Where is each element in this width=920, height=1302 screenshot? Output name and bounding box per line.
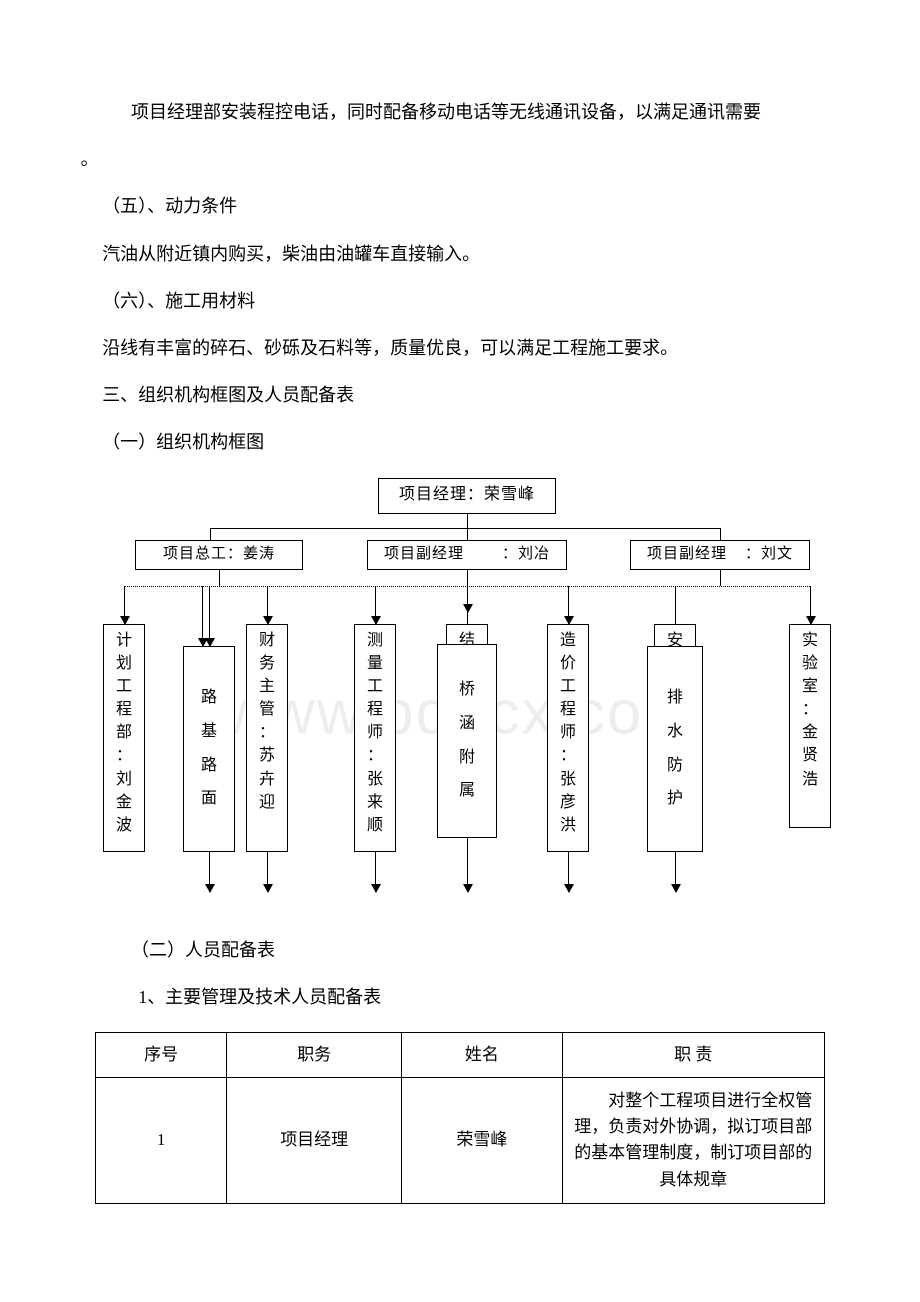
heading-power: （五）、动力条件 <box>102 194 825 219</box>
vlabel: 造价工程师：张彦洪 <box>560 629 576 838</box>
arrow-down-icon <box>202 586 203 646</box>
arrow-down-icon <box>675 852 676 892</box>
vlabel: 实验室：金贤浩 <box>802 629 818 791</box>
subheading-staff-table: 1、主要管理及技术人员配备表 <box>138 985 825 1010</box>
vlabel: 计划工程部：刘金波 <box>116 629 132 838</box>
connector <box>467 528 468 540</box>
heading-materials: （六）、施工用材料 <box>102 289 825 314</box>
arrow-down-icon <box>568 852 569 892</box>
name: ：刘文 <box>745 544 793 565</box>
text: （六）、施工用材料 <box>102 291 255 311</box>
text: （五）、动力条件 <box>102 196 237 216</box>
node-dep-road: 路基路面 <box>183 646 235 852</box>
text: 。 <box>81 149 99 169</box>
arrow-down-icon <box>209 586 210 646</box>
role: 项目副经理 <box>647 544 727 565</box>
vlabel: 财务主管：苏卉迎 <box>259 629 275 815</box>
label: 项目经理：荣雪峰 <box>399 484 535 506</box>
connector <box>219 570 220 586</box>
connector <box>720 528 721 540</box>
arrow-down-icon <box>467 570 468 612</box>
arrow-down-icon <box>568 586 569 624</box>
node-chief: 项目总工：姜涛 <box>135 540 303 570</box>
cell-no: 1 <box>96 1077 227 1203</box>
connector <box>720 570 721 586</box>
connector <box>210 528 211 540</box>
th-duty: 职 责 <box>562 1032 824 1077</box>
org-chart: www.bdocx.com 项目经理：荣雪峰 项目总工：姜涛 项目副经理 ：刘冶… <box>100 478 820 908</box>
heading-org: 三、组织机构框图及人员配备表 <box>102 383 825 408</box>
text: 三、组织机构框图及人员配备表 <box>102 385 354 405</box>
heading-org-chart: （一）组织机构框图 <box>102 430 825 455</box>
role: 项目副经理 <box>384 544 464 565</box>
heading-staff-table: （二）人员配备表 <box>95 938 825 963</box>
vlabel: 排水防护 <box>667 681 683 815</box>
arrow-down-icon <box>124 586 125 624</box>
name: ：刘冶 <box>502 544 550 565</box>
node-dep-survey: 测量工程师：张来顺 <box>354 624 396 852</box>
vlabel: 桥涵附属 <box>459 673 475 807</box>
arrow-down-icon <box>209 852 210 892</box>
text: 1、主要管理及技术人员配备表 <box>138 987 381 1007</box>
text: （二）人员配备表 <box>131 940 275 960</box>
paragraph-communication: 项目经理部安装程控电话，同时配备移动电话等无线通讯设备，以满足通讯需要 <box>95 100 825 125</box>
table-header-row: 序号 职务 姓名 职 责 <box>96 1032 825 1077</box>
arrow-down-icon <box>810 586 811 624</box>
arrow-down-icon <box>375 852 376 892</box>
node-pm: 项目经理：荣雪峰 <box>378 478 556 514</box>
cell-name: 荣雪峰 <box>402 1077 562 1203</box>
arrow-down-icon <box>267 852 268 892</box>
node-dep-plan: 计划工程部：刘金波 <box>103 624 145 852</box>
cell-duty: 对整个工程项目进行全权管理，负责对外协调，拟订项目部的基本管理制度，制订项目部的… <box>562 1077 824 1203</box>
arrow-down-icon <box>375 586 376 624</box>
node-dep-finance: 财务主管：苏卉迎 <box>246 624 288 852</box>
label: 项目总工：姜涛 <box>163 544 275 565</box>
text: 汽油从附近镇内购买，柴油由油罐车直接输入。 <box>102 244 480 264</box>
node-dep-cost: 造价工程师：张彦洪 <box>547 624 589 852</box>
node-dep-bridge: 桥涵附属 <box>437 644 497 838</box>
paragraph-tail: 。 <box>81 147 825 172</box>
node-vice2: 项目副经理 ：刘文 <box>630 540 810 570</box>
th-no: 序号 <box>96 1032 227 1077</box>
arrow-down-icon <box>267 586 268 624</box>
connector <box>467 514 468 528</box>
text: 项目经理部安装程控电话，同时配备移动电话等无线通讯设备，以满足通讯需要 <box>131 102 761 122</box>
node-vice1: 项目副经理 ：刘冶 <box>367 540 567 570</box>
vlabel: 测量工程师：张来顺 <box>367 629 383 838</box>
text: 沿线有丰富的碎石、砂砾及石料等，质量优良，可以满足工程施工要求。 <box>102 338 678 358</box>
node-dep-safety-outer: 安 <box>654 624 696 648</box>
text: （一）组织机构框图 <box>102 432 264 452</box>
table-row: 1 项目经理 荣雪峰 对整个工程项目进行全权管理，负责对外协调，拟订项目部的基本… <box>96 1077 825 1203</box>
node-dep-lab: 实验室：金贤浩 <box>789 624 831 828</box>
arrow-down-icon <box>467 838 468 892</box>
th-position: 职务 <box>227 1032 402 1077</box>
paragraph-materials: 沿线有丰富的碎石、砂砾及石料等，质量优良，可以满足工程施工要求。 <box>102 336 825 361</box>
staff-table: 序号 职务 姓名 职 责 1 项目经理 荣雪峰 对整个工程项目进行全权管理，负责… <box>95 1032 825 1204</box>
paragraph-power: 汽油从附近镇内购买，柴油由油罐车直接输入。 <box>102 242 825 267</box>
connector <box>210 528 720 529</box>
node-dep-drain: 排水防护 <box>647 646 703 852</box>
vlabel: 路基路面 <box>201 681 217 815</box>
th-name: 姓名 <box>402 1032 562 1077</box>
bus-line <box>124 586 810 587</box>
cell-position: 项目经理 <box>227 1077 402 1203</box>
